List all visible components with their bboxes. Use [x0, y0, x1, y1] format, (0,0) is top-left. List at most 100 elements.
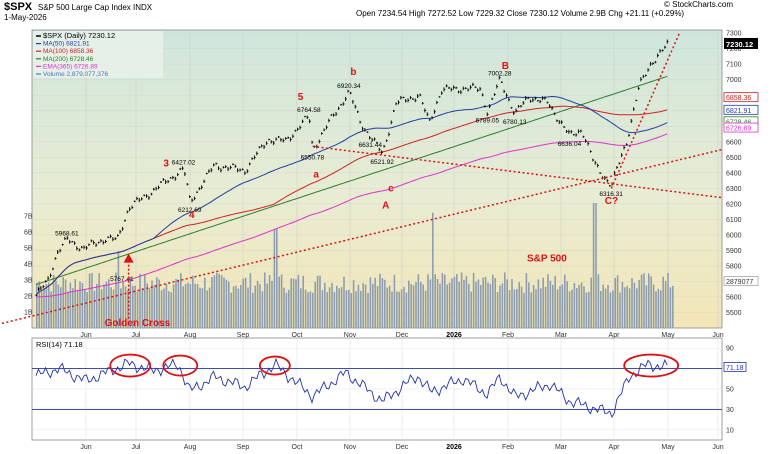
volume-bar: [381, 278, 384, 328]
volume-bar: [290, 278, 292, 328]
volume-bar: [220, 275, 223, 328]
volume-bar: [571, 289, 573, 328]
trend-line: [610, 32, 681, 189]
rsi-x-tick-label: Nov: [344, 444, 357, 451]
legend-entry: MA(100) 6858.36: [43, 48, 94, 55]
volume-bar: [230, 292, 232, 328]
volume-bar: [175, 278, 177, 328]
volume-bar: [528, 282, 530, 328]
volume-bar: [319, 275, 321, 328]
x-tick-label: Sep: [237, 332, 250, 339]
volume-bar: [112, 289, 115, 328]
volume-bar: [388, 285, 391, 328]
legend-entry: MA(50) 6821.91: [43, 41, 90, 48]
volume-bar: [444, 274, 446, 328]
volume-bar: [640, 274, 643, 328]
x-tick-label: Mar: [555, 332, 568, 339]
volume-bar: [93, 290, 96, 328]
volume-bar: [100, 289, 103, 328]
rsi-overbought-circle: [258, 355, 291, 376]
volume-bar: [211, 277, 213, 328]
volume-bar: [669, 287, 672, 328]
volume-bar: [352, 280, 355, 328]
y-tick-label: 6300: [726, 186, 742, 193]
volume-bar: [621, 281, 624, 328]
rsi-x-tick-label: Mar: [555, 444, 568, 451]
volume-bar: [79, 281, 81, 328]
y-tick-label: 7000: [726, 77, 742, 84]
volume-bar: [624, 287, 626, 328]
golden-cross-label: Golden Cross: [105, 318, 171, 329]
volume-bar: [549, 280, 552, 328]
volume-bar: [295, 279, 297, 328]
volume-bar: [568, 291, 571, 328]
volume-bar: [55, 280, 57, 328]
volume-bar: [307, 292, 309, 328]
price-label: 6631.44: [358, 142, 382, 149]
volume-bar: [441, 272, 444, 328]
volume-bar: [280, 274, 283, 328]
price-label: 6780.13: [503, 119, 527, 126]
volume-bar: [276, 228, 278, 328]
rsi-tick-label: 30: [726, 407, 734, 414]
volume-bar: [172, 284, 175, 328]
volume-bar: [340, 286, 343, 328]
volume-bar: [518, 282, 520, 328]
volume-bar: [525, 273, 528, 328]
volume-bar: [660, 290, 662, 328]
volume-bar: [475, 281, 477, 328]
volume-bar: [501, 283, 504, 328]
volume-bar: [249, 273, 252, 328]
rsi-x-tick-label: May: [661, 444, 675, 451]
trend-line: [312, 145, 723, 199]
volume-bar: [600, 290, 602, 328]
volume-bar: [192, 275, 194, 328]
volume-bar: [448, 282, 451, 328]
volume-bar: [360, 290, 362, 328]
volume-bar: [177, 279, 180, 328]
x-tick-label: Dec: [396, 332, 409, 339]
volume-bar: [496, 292, 499, 328]
volume-bar: [256, 280, 259, 328]
volume-bar: [36, 282, 38, 328]
volume-bar: [648, 273, 650, 328]
price-box: [724, 37, 758, 49]
volume-bar: [580, 282, 583, 328]
rsi-value: 71.18: [726, 365, 744, 372]
volume-bar: [628, 288, 631, 328]
chart-name: S&P 500 Large Cap Index INDX: [38, 3, 153, 12]
volume-bar: [151, 280, 153, 328]
rsi-x-tick-label: Apr: [609, 444, 621, 451]
volume-bar: [326, 292, 328, 328]
volume-bar: [542, 277, 544, 328]
volume-bar: [261, 291, 264, 328]
volume-bar: [74, 279, 76, 328]
volume-bar: [189, 283, 192, 328]
volume-bar: [513, 289, 516, 328]
volume-bar: [355, 291, 357, 328]
volume-bar: [40, 290, 43, 328]
volume-bar: [396, 291, 398, 328]
volume-bar: [391, 291, 393, 328]
legend-entry: MA(200) 6728.46: [43, 56, 94, 63]
volume-bar: [434, 274, 436, 328]
volume-bar: [412, 285, 415, 328]
rsi-tick-label: 10: [726, 427, 734, 434]
volume-bar: [50, 291, 52, 328]
volume-bar: [108, 279, 110, 328]
wave-label: b: [350, 67, 356, 78]
price-label: 5968.61: [55, 231, 79, 238]
wave-label: B: [502, 61, 509, 72]
volume-bar: [655, 291, 657, 328]
x-tick-label: May: [661, 332, 675, 339]
ma-box: [723, 92, 759, 103]
volume-bar: [225, 279, 228, 328]
volume-bar: [362, 283, 364, 328]
volume-bar: [194, 283, 196, 328]
volume-bar: [206, 290, 208, 328]
volume-bar: [374, 277, 376, 328]
volume-bar: [91, 272, 93, 328]
volume-bar: [614, 277, 616, 328]
wave-label: 4: [189, 210, 195, 221]
rsi-x-tick-label: 2026: [446, 444, 462, 451]
